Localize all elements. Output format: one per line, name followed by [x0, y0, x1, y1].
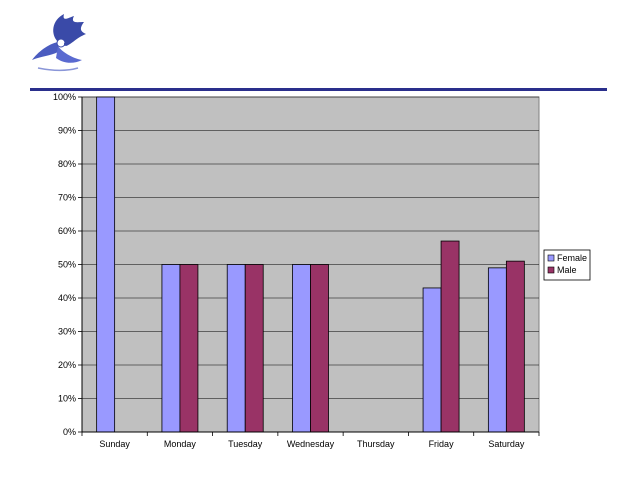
y-tick-label: 30%	[58, 327, 76, 337]
y-tick-label: 0%	[63, 427, 76, 437]
x-tick-label: Sunday	[99, 439, 130, 449]
bar-female-wednesday	[292, 264, 311, 433]
x-tick-label: Wednesday	[287, 439, 335, 449]
y-tick-label: 70%	[58, 193, 76, 203]
y-tick-label: 90%	[58, 126, 76, 136]
bar-female-tuesday	[226, 264, 246, 433]
bar-female-sunday	[96, 96, 116, 433]
bar-male-saturday	[505, 260, 525, 433]
legend-label-male: Male	[557, 265, 577, 275]
y-tick-label: 60%	[58, 226, 76, 236]
y-tick-label: 20%	[58, 360, 76, 370]
eagle-logo-icon	[32, 14, 86, 72]
y-tick-label: 10%	[58, 394, 76, 404]
y-tick-label: 100%	[53, 92, 76, 102]
bar-male-friday	[440, 240, 460, 433]
x-tick-label: Tuesday	[228, 439, 263, 449]
y-tick-label: 50%	[58, 260, 76, 270]
x-tick-label: Monday	[164, 439, 197, 449]
y-tick-label: 80%	[58, 159, 76, 169]
bar-male-monday	[179, 264, 199, 433]
x-tick-label: Friday	[429, 439, 455, 449]
bar-male-tuesday	[244, 264, 264, 433]
y-axis: 0% 10% 20% 30% 40% 50% 60% 70% 80% 90% 100%	[53, 92, 83, 437]
header-divider	[30, 88, 607, 91]
x-axis: Sunday Monday Tuesday Wednesday Thursday Frid…	[81, 431, 540, 449]
legend-label-female: Female	[557, 253, 587, 263]
x-tick-label: Saturday	[488, 439, 525, 449]
bar-female-monday	[161, 264, 181, 433]
y-tick-label: 40%	[58, 293, 76, 303]
bar-female-friday	[422, 287, 442, 433]
legend: Female Male	[543, 249, 591, 281]
x-tick-label: Thursday	[357, 439, 395, 449]
bar-female-saturday	[487, 267, 507, 433]
bar-male-wednesday	[310, 264, 329, 433]
legend-swatch-female	[547, 254, 555, 262]
legend-swatch-male	[547, 266, 555, 274]
